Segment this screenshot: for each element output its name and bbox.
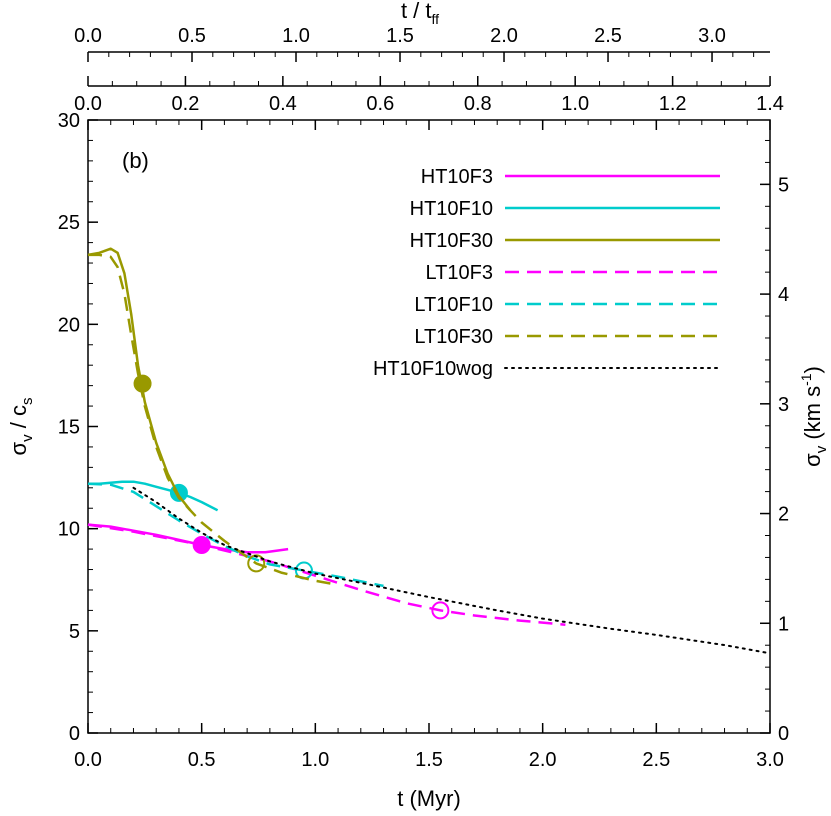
- top-axis-2-label: 1.5: [386, 25, 414, 47]
- top-axis-2-label: 0.0: [74, 25, 102, 47]
- series-line-LT10F30: [88, 253, 339, 587]
- x-tick-label: 2.5: [642, 749, 670, 771]
- series-marker-LT10F30: [247, 554, 266, 573]
- panel-label: (b): [122, 148, 149, 173]
- y-tick-label: 15: [58, 417, 80, 439]
- y-tick-label: 10: [58, 519, 80, 541]
- top-axis-1-label: 1.4: [756, 93, 784, 115]
- top-axis-1-label: 1.2: [659, 93, 687, 115]
- x-tick-label: 0.0: [74, 749, 102, 771]
- y-axis-label-right: σv (km s-1): [798, 366, 830, 467]
- series-marker-LT10F3: [431, 601, 450, 620]
- legend-label-HT10F30: HT10F30: [410, 230, 493, 252]
- y-tick-label: 5: [69, 621, 80, 643]
- series-line-LT10F10: [87, 482, 384, 588]
- plot-area: 0.0 0.5 1.0 1.5 2.0 2.5 3.0 0 5 10 15 20 25 30 0 1 2 3 4 5 σ…: [6, 110, 830, 771]
- top-axes: 0.0 0.2 0.4 0.6 0.8 1.0 1.2 1.4 0.0 0.5 1.0 1.5 2.0 2…: [74, 0, 784, 115]
- y2-tick-label: 3: [778, 394, 789, 416]
- top-axis-1-label: 0.6: [366, 93, 394, 115]
- y-tick-label: 25: [58, 212, 80, 234]
- legend: HT10F3 HT10F10 HT10F30 LT10F3 LT10F10 LT10F30…: [373, 166, 721, 380]
- top-axis-2-label: 2.5: [594, 25, 622, 47]
- legend-label-LT10F30: LT10F30: [414, 326, 493, 348]
- series-line-HT10F10wog: [132, 486, 771, 655]
- y-tick-label: 20: [58, 314, 80, 336]
- top-axis-2-label: 3.0: [698, 25, 726, 47]
- top-axis-1-label: 0.4: [269, 93, 297, 115]
- top-axis-1-label: 0.2: [172, 93, 200, 115]
- legend-label-HT10F10wog: HT10F10wog: [373, 358, 493, 380]
- x-tick-label: 1.5: [415, 749, 443, 771]
- x-tick-label: 1.0: [301, 749, 329, 771]
- top-axis-2-label: 1.0: [282, 25, 310, 47]
- y2-tick-label: 2: [778, 504, 789, 526]
- top-axis-1-label: 0.0: [74, 93, 102, 115]
- y2-tick-label: 0: [778, 723, 789, 745]
- series-line-HT10F3: [87, 523, 289, 554]
- series-line-LT10F3: [87, 523, 566, 626]
- y-axis-label-left: σv / cs: [6, 398, 36, 456]
- legend-label-HT10F10: HT10F10: [410, 198, 493, 220]
- y-tick-label: 0: [69, 723, 80, 745]
- x-tick-label: 3.0: [756, 749, 784, 771]
- x-axis-label: t (Myr): [397, 786, 461, 811]
- top-axis-2-label: 2.0: [490, 25, 518, 47]
- legend-label-LT10F3: LT10F3: [426, 262, 493, 284]
- series-line-HT10F30: [87, 247, 192, 512]
- y2-tick-label: 4: [778, 284, 789, 306]
- top-axis-2-label: 0.5: [178, 25, 206, 47]
- top-axis-label: t / tff: [401, 0, 439, 27]
- legend-label-LT10F10: LT10F10: [414, 294, 493, 316]
- y2-tick-label: 5: [778, 174, 789, 196]
- top-axis-1-label: 1.0: [561, 93, 589, 115]
- y-tick-label: 30: [58, 110, 80, 132]
- x-tick-label: 0.5: [188, 749, 216, 771]
- series-line-HT10F10: [88, 480, 219, 512]
- x-tick-label: 2.0: [529, 749, 557, 771]
- y2-tick-label: 1: [778, 613, 789, 635]
- legend-label-HT10F3: HT10F3: [421, 166, 493, 188]
- top-axis-1-label: 0.8: [464, 93, 492, 115]
